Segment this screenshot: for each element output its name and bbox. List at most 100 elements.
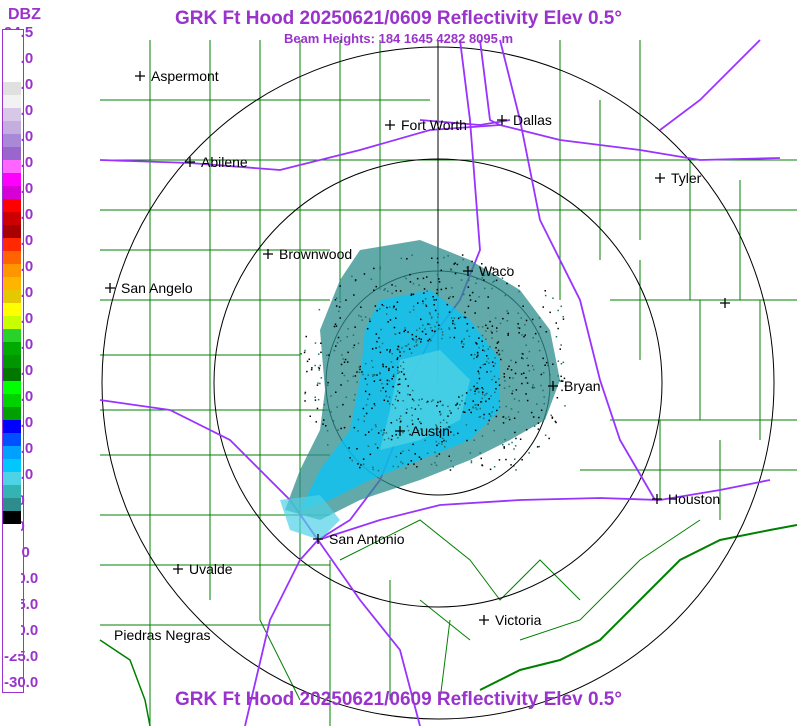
city-label: Tyler xyxy=(671,170,702,186)
legend-swatch xyxy=(3,446,21,459)
city-san-angelo: San Angelo xyxy=(105,280,193,296)
legend-swatch xyxy=(3,615,21,628)
city-label: Brownwood xyxy=(279,246,352,262)
legend-swatch xyxy=(3,394,21,407)
legend-swatch xyxy=(3,641,21,654)
city-marker-icon xyxy=(385,120,395,130)
city-label: Waco xyxy=(479,263,514,279)
city-label: Abilene xyxy=(201,154,248,170)
city-piedras-negras: Piedras Negras xyxy=(114,627,211,643)
city-houston: Houston xyxy=(652,491,720,507)
legend-swatch xyxy=(3,238,21,251)
city-tyler: Tyler xyxy=(655,170,702,186)
legend-unit: DBZ xyxy=(8,6,41,23)
legend-swatch xyxy=(3,186,21,199)
legend-swatch xyxy=(3,69,21,82)
legend-swatch xyxy=(3,303,21,316)
beam-heights: Beam Heights: 184 1645 4282 8095 m xyxy=(283,31,514,46)
legend-swatch xyxy=(3,121,21,134)
city-marker-icon xyxy=(395,426,405,436)
legend-swatch xyxy=(3,56,21,69)
city-dallas: Dallas xyxy=(497,112,552,128)
legend-swatch xyxy=(3,316,21,329)
legend-swatch xyxy=(3,628,21,641)
rio-grande-border xyxy=(99,639,151,726)
city-label: Bryan xyxy=(564,378,601,394)
legend-swatch xyxy=(3,290,21,303)
legend-swatch xyxy=(3,30,21,43)
city-marker-icon xyxy=(185,157,195,167)
legend-swatch xyxy=(3,537,21,550)
city-label: San Antonio xyxy=(329,531,405,547)
city-brownwood: Brownwood xyxy=(263,246,352,262)
legend-swatch xyxy=(3,602,21,615)
legend-swatch xyxy=(3,199,21,212)
legend-swatch xyxy=(3,264,21,277)
legend-swatch xyxy=(3,576,21,589)
city-abilene: Abilene xyxy=(185,154,248,170)
city-marker-icon xyxy=(548,381,558,391)
legend-swatch xyxy=(3,589,21,602)
city-uvalde: Uvalde xyxy=(173,561,233,577)
city-label: Victoria xyxy=(495,612,542,628)
city-san-antonio: San Antonio xyxy=(313,531,405,547)
legend-swatch xyxy=(3,134,21,147)
city-label: Uvalde xyxy=(189,561,233,577)
legend-swatch xyxy=(3,459,21,472)
legend-swatch xyxy=(3,368,21,381)
city-label: Piedras Negras xyxy=(114,627,211,643)
legend-swatch xyxy=(3,342,21,355)
city-marker-icon xyxy=(263,249,273,259)
city-label: Houston xyxy=(668,491,720,507)
city-label: Fort Worth xyxy=(401,117,467,133)
legend-swatch xyxy=(3,550,21,563)
legend-swatch xyxy=(3,212,21,225)
legend-swatch xyxy=(3,173,21,186)
city-marker-icon xyxy=(463,266,473,276)
legend-swatch xyxy=(3,147,21,160)
reflectivity-echo xyxy=(280,240,566,540)
legend-swatch xyxy=(3,498,21,511)
legend-swatch xyxy=(3,277,21,290)
city-label: Austin xyxy=(411,423,450,439)
dbz-legend: DBZ 94.590.085.080.075.070.065.060.055.0… xyxy=(0,0,100,726)
city-waco: Waco xyxy=(463,263,514,279)
radar-title: GRK Ft Hood 20250621/0609 Reflectivity E… xyxy=(175,8,622,29)
city-marker-icon xyxy=(173,564,183,574)
city-fort-worth: Fort Worth xyxy=(385,117,467,133)
city-austin: Austin xyxy=(395,423,450,439)
city-marker-icon xyxy=(497,115,507,125)
city-marker-icon xyxy=(720,298,730,308)
legend-swatch xyxy=(3,407,21,420)
legend-swatch xyxy=(3,329,21,342)
legend-swatch xyxy=(3,251,21,264)
legend-swatch xyxy=(3,381,21,394)
legend-swatch xyxy=(3,472,21,485)
city-marker-icon xyxy=(655,173,665,183)
city-label: Dallas xyxy=(513,112,552,128)
city-marker-icon xyxy=(652,494,662,504)
radar-title-bottom: GRK Ft Hood 20250621/0609 Reflectivity E… xyxy=(175,689,622,710)
city-label: Aspermont xyxy=(151,68,219,84)
city-label: San Angelo xyxy=(121,280,193,296)
legend-swatch xyxy=(3,511,21,524)
city-bryan: Bryan xyxy=(548,378,601,394)
legend-swatch xyxy=(3,160,21,173)
legend-swatch xyxy=(3,95,21,108)
city-marker-icon xyxy=(105,283,115,293)
legend-swatch xyxy=(3,355,21,368)
coastline xyxy=(479,524,797,691)
legend-swatch xyxy=(3,485,21,498)
legend-swatch xyxy=(3,108,21,121)
city-victoria: Victoria xyxy=(479,612,542,628)
legend-swatch xyxy=(3,563,21,576)
city-aspermont: Aspermont xyxy=(135,68,219,84)
city-marker-icon xyxy=(313,534,323,544)
legend-swatch xyxy=(3,524,21,537)
county-borders xyxy=(100,40,797,726)
city-marker-icon xyxy=(135,71,145,81)
legend-swatch xyxy=(3,433,21,446)
legend-swatch xyxy=(3,82,21,95)
city-markers: Aspermont Fort Worth Dallas Abilene Tyler Bro… xyxy=(105,68,730,643)
